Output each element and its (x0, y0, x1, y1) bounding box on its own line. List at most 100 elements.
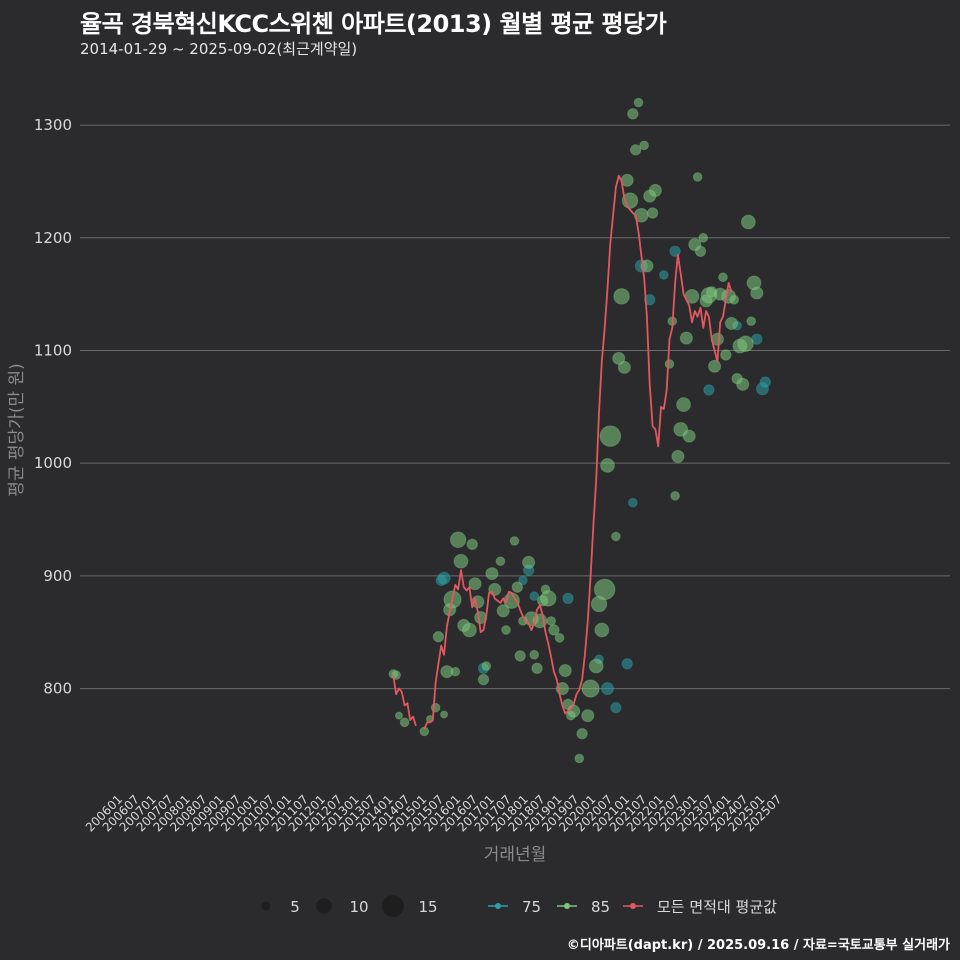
data-point (740, 214, 756, 230)
data-point (477, 673, 490, 686)
data-point (646, 207, 659, 219)
data-point (671, 449, 685, 463)
data-point (440, 710, 449, 719)
legend-key-dot (564, 903, 570, 909)
data-point (462, 622, 477, 638)
data-point (737, 335, 754, 352)
data-point (736, 377, 750, 391)
average-line (423, 174, 733, 730)
data-point (703, 384, 715, 396)
data-point (658, 270, 669, 280)
data-point (437, 571, 451, 585)
data-point (581, 709, 595, 723)
legend-size-label: 10 (349, 898, 368, 916)
legend-size-label: 5 (290, 898, 300, 916)
legend-size-circle (261, 901, 271, 911)
series-85 (388, 97, 764, 764)
data-point (676, 397, 691, 412)
data-point (599, 425, 622, 447)
y-tick-label: 1000 (34, 454, 72, 472)
data-point (600, 458, 615, 473)
data-point (593, 578, 616, 601)
data-point (611, 531, 621, 542)
data-point (729, 294, 740, 305)
data-point (698, 232, 709, 243)
data-point (430, 702, 441, 713)
data-point (610, 702, 622, 714)
data-point (708, 359, 722, 373)
data-point (648, 183, 662, 197)
data-point (670, 491, 680, 501)
data-point (600, 682, 615, 696)
data-point (450, 666, 461, 677)
legend-key-dot (495, 903, 501, 909)
data-point (546, 616, 556, 626)
data-point (432, 631, 445, 643)
data-point (399, 717, 410, 728)
data-point (531, 662, 543, 674)
data-point (750, 286, 764, 300)
legend-size-circle (382, 895, 404, 917)
data-point (664, 359, 675, 369)
chart-subtitle: 2014-01-29 ~ 2025-09-02(최근계약일) (80, 40, 358, 58)
data-point (639, 140, 649, 151)
data-point (627, 497, 638, 508)
data-point (621, 658, 633, 670)
data-point (481, 661, 492, 671)
data-point (588, 658, 604, 674)
data-point (617, 360, 631, 374)
y-tick-label: 900 (43, 567, 72, 585)
data-point (529, 591, 540, 602)
y-axis-title: 평균 평당가(만 원) (7, 363, 27, 497)
data-point (576, 727, 588, 740)
data-point (720, 349, 732, 361)
y-tick-label: 1300 (34, 116, 72, 134)
data-point (468, 577, 482, 591)
data-point (682, 429, 696, 443)
data-point (692, 172, 703, 182)
data-point (562, 592, 574, 605)
y-tick-label: 1100 (34, 341, 72, 359)
legend-series-label: 75 (522, 898, 541, 916)
data-point (558, 663, 572, 678)
data-point (724, 316, 739, 330)
data-point (581, 679, 600, 698)
data-point (509, 536, 520, 546)
data-point (518, 575, 528, 586)
data-point (394, 711, 403, 720)
legend-series-label: 85 (591, 898, 610, 916)
average-line (392, 674, 417, 727)
y-tick-label: 1200 (34, 229, 72, 247)
data-point (718, 272, 728, 283)
data-point (540, 590, 557, 607)
data-point (629, 144, 642, 156)
data-point (679, 331, 693, 345)
series-75 (435, 245, 771, 714)
data-point (627, 108, 639, 120)
data-point (554, 633, 565, 643)
data-point (511, 581, 524, 593)
legend-key-dot (630, 903, 636, 909)
y-tick-label: 800 (43, 680, 72, 698)
data-point (746, 316, 757, 327)
data-point (759, 376, 771, 388)
data-point (496, 604, 510, 618)
legend-size-circle (316, 898, 332, 914)
data-point (501, 625, 511, 635)
data-point (449, 531, 467, 549)
data-point (495, 556, 506, 567)
chart-title: 율곡 경북혁신KCC스위첸 아파트(2013) 월별 평균 평당가 (80, 10, 667, 38)
data-point (594, 622, 610, 638)
data-point (453, 553, 469, 569)
data-point (574, 753, 585, 764)
data-point (633, 97, 644, 108)
source-caption: ©디아파트(dapt.kr) / 2025.09.16 / 자료=국토교통부 실… (566, 938, 950, 953)
data-point (514, 650, 526, 662)
data-point (694, 245, 707, 258)
data-point (529, 649, 540, 660)
data-point (466, 538, 478, 551)
data-point (548, 624, 560, 636)
data-point (644, 294, 656, 306)
